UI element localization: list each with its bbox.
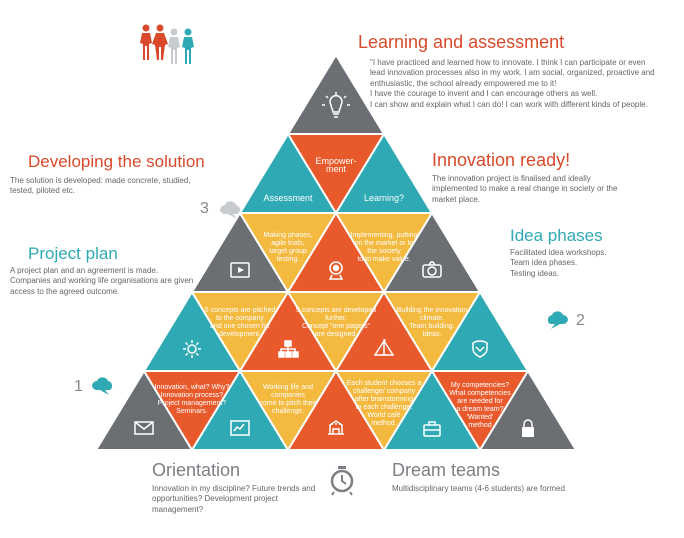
pyramid: Empower-mentAssessmentLearning?Making ph… — [0, 0, 684, 538]
svg-text:Learning?: Learning? — [364, 193, 404, 203]
svg-text:Assessment: Assessment — [263, 193, 313, 203]
